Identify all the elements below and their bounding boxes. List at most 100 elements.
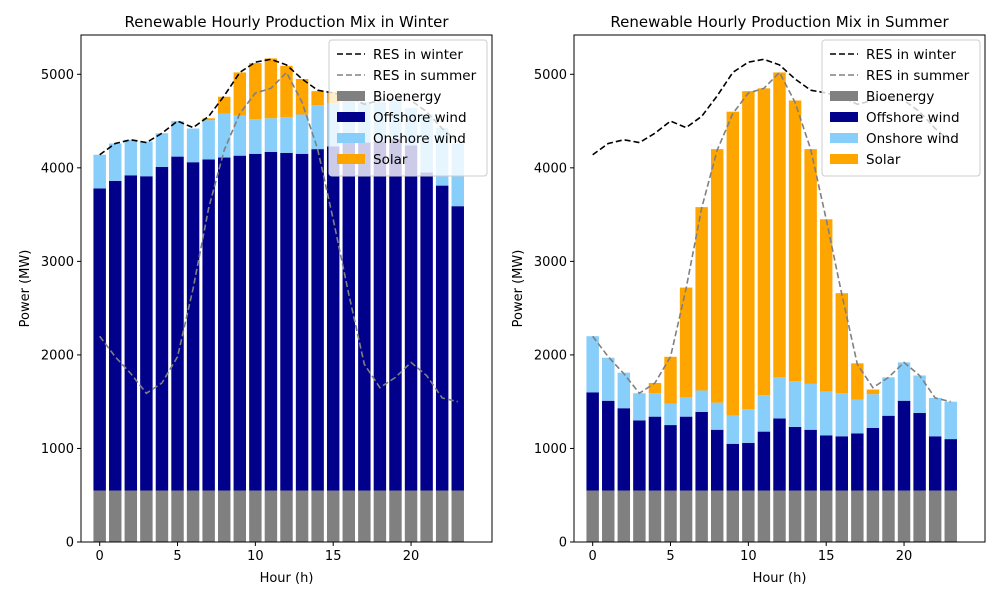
bar-bioenergy-hour-23 xyxy=(944,490,957,542)
bar-offshore-wind-hour-10 xyxy=(742,442,755,491)
x-tick-label: 5 xyxy=(173,549,181,564)
bar-onshore-wind-hour-1 xyxy=(602,357,615,401)
bar-onshore-wind-hour-0 xyxy=(93,154,106,189)
bar-solar-hour-15 xyxy=(819,219,833,392)
legend-patch-swatch xyxy=(337,91,365,101)
bar-offshore-wind-hour-23 xyxy=(944,439,957,491)
bar-onshore-wind-hour-14 xyxy=(311,105,324,150)
bar-offshore-wind-hour-0 xyxy=(93,188,106,491)
bar-bioenergy-hour-1 xyxy=(109,490,122,542)
x-tick-label: 15 xyxy=(325,549,342,564)
bar-onshore-wind-hour-12 xyxy=(773,377,786,419)
bar-offshore-wind-hour-7 xyxy=(695,411,708,491)
bar-onshore-wind-hour-9 xyxy=(233,115,247,156)
y-tick-label: 1000 xyxy=(41,442,74,457)
bar-offshore-wind-hour-1 xyxy=(602,400,615,491)
bar-offshore-wind-hour-5 xyxy=(664,425,677,491)
bar-solar-hour-9 xyxy=(233,72,247,116)
summer-bars xyxy=(586,72,957,542)
bar-offshore-wind-hour-0 xyxy=(586,392,599,491)
bar-onshore-wind-hour-2 xyxy=(124,139,138,176)
legend-label: RES in winter xyxy=(866,47,956,63)
legend-label: Offshore wind xyxy=(373,110,467,126)
bar-onshore-wind-hour-6 xyxy=(186,128,200,163)
bar-onshore-wind-hour-11 xyxy=(757,395,771,432)
bar-bioenergy-hour-16 xyxy=(835,490,848,542)
bar-offshore-wind-hour-12 xyxy=(773,418,786,491)
bar-onshore-wind-hour-18 xyxy=(866,394,880,428)
bar-bioenergy-hour-7 xyxy=(202,490,215,542)
bar-bioenergy-hour-9 xyxy=(726,490,740,542)
legend-patch-swatch xyxy=(830,154,858,164)
bar-bioenergy-hour-13 xyxy=(788,490,802,542)
legend-box xyxy=(328,39,488,177)
bar-onshore-wind-hour-5 xyxy=(171,121,184,157)
legend-patch-swatch xyxy=(337,133,365,143)
bar-onshore-wind-hour-17 xyxy=(851,399,864,434)
legend-label: Solar xyxy=(866,152,901,168)
bar-offshore-wind-hour-20 xyxy=(897,400,911,491)
bar-offshore-wind-hour-14 xyxy=(804,429,817,491)
bar-bioenergy-hour-5 xyxy=(171,490,184,542)
bar-onshore-wind-hour-8 xyxy=(711,402,724,430)
bar-bioenergy-hour-6 xyxy=(679,490,693,542)
bar-offshore-wind-hour-4 xyxy=(648,416,662,491)
bar-bioenergy-hour-18 xyxy=(866,490,880,542)
bar-offshore-wind-hour-19 xyxy=(389,138,402,491)
bar-solar-hour-6 xyxy=(679,287,693,397)
bar-solar-hour-12 xyxy=(280,65,293,118)
bar-solar-hour-10 xyxy=(249,63,262,120)
legend-label: Solar xyxy=(373,152,408,168)
bar-bioenergy-hour-11 xyxy=(264,490,278,542)
x-tick-label: 0 xyxy=(96,549,104,564)
bar-solar-hour-4 xyxy=(648,382,662,394)
line-res-in-summer xyxy=(99,71,458,403)
bar-offshore-wind-hour-22 xyxy=(435,185,449,491)
bar-bioenergy-hour-23 xyxy=(451,490,464,542)
bar-onshore-wind-hour-22 xyxy=(928,397,942,437)
bar-onshore-wind-hour-8 xyxy=(218,113,231,158)
bar-bioenergy-hour-19 xyxy=(389,490,402,542)
bar-bioenergy-hour-11 xyxy=(757,490,771,542)
bar-offshore-wind-hour-6 xyxy=(186,162,200,491)
bar-onshore-wind-hour-11 xyxy=(264,118,278,152)
y-tick-label: 2000 xyxy=(534,348,567,363)
bar-onshore-wind-hour-19 xyxy=(882,377,895,416)
bar-bioenergy-hour-15 xyxy=(819,490,833,542)
legend-label: RES in summer xyxy=(866,68,970,84)
bar-solar-hour-14 xyxy=(804,149,817,384)
winter-chart: 0 5 10 15 20 0 1000 2000 3000 4000 5000 Renewable H… xyxy=(18,13,493,586)
bar-onshore-wind-hour-16 xyxy=(835,393,848,437)
bar-bioenergy-hour-12 xyxy=(280,490,293,542)
bar-onshore-wind-hour-4 xyxy=(155,133,169,167)
x-tick-label: 10 xyxy=(247,549,264,564)
x-tick-label: 20 xyxy=(896,549,913,564)
bar-onshore-wind-hour-15 xyxy=(819,391,833,436)
y-tick-label: 3000 xyxy=(41,255,74,270)
x-tick-label: 0 xyxy=(589,549,597,564)
bar-onshore-wind-hour-10 xyxy=(742,409,755,443)
bar-offshore-wind-hour-21 xyxy=(913,412,926,491)
bar-bioenergy-hour-17 xyxy=(358,490,371,542)
y-tick-label: 0 xyxy=(66,536,74,551)
y-tick-label: 1000 xyxy=(534,442,567,457)
bar-onshore-wind-hour-2 xyxy=(617,372,631,409)
bar-onshore-wind-hour-10 xyxy=(249,119,262,154)
bar-offshore-wind-hour-7 xyxy=(202,159,215,491)
summer-chart-title: Renewable Hourly Production Mix in Summe… xyxy=(610,13,949,31)
bar-offshore-wind-hour-5 xyxy=(171,156,184,491)
bar-offshore-wind-hour-8 xyxy=(711,429,724,491)
bar-bioenergy-hour-4 xyxy=(155,490,169,542)
x-tick-label: 20 xyxy=(403,549,420,564)
winter-bars xyxy=(93,58,464,542)
y-tick-label: 5000 xyxy=(41,68,74,83)
winter-chart-title: Renewable Hourly Production Mix in Winte… xyxy=(124,13,449,31)
bar-bioenergy-hour-2 xyxy=(617,490,631,542)
bar-offshore-wind-hour-11 xyxy=(264,151,278,491)
bar-bioenergy-hour-3 xyxy=(633,490,646,542)
line-res-in-summer xyxy=(592,71,951,403)
legend-box xyxy=(821,39,981,177)
bar-bioenergy-hour-2 xyxy=(124,490,138,542)
bar-offshore-wind-hour-3 xyxy=(140,176,153,491)
legend-label: RES in summer xyxy=(373,68,477,84)
